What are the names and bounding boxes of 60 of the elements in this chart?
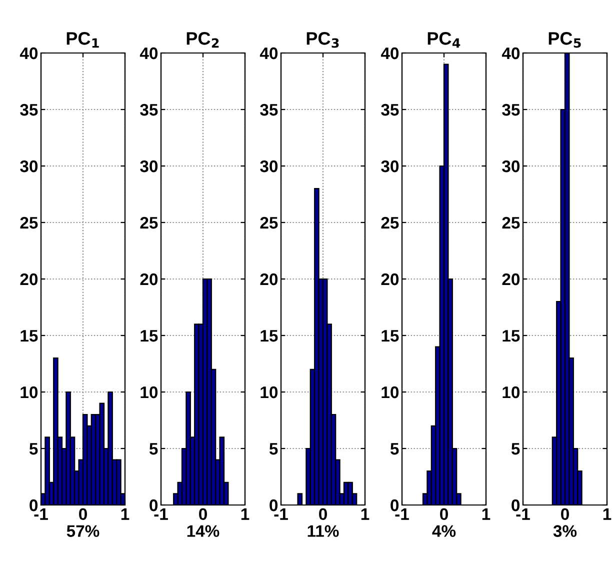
x-axis-title: 11% (308, 525, 339, 537)
y-tick-label: 30 (260, 160, 278, 172)
y-tick-label: 15 (260, 330, 278, 342)
y-tick-label: 5 (511, 443, 520, 455)
y-tick-label: 20 (381, 273, 399, 286)
chart-title: PC$_{5}$ (548, 32, 581, 48)
y-tick-label: 20 (20, 273, 38, 286)
y-tick-label: 35 (260, 104, 278, 116)
y-tick-label: 10 (382, 386, 399, 398)
y-tick-label: 35 (381, 104, 399, 116)
y-tick-label: 10 (140, 386, 158, 398)
x-tick-label: 0 (440, 508, 448, 520)
y-tick-label: 10 (260, 386, 278, 398)
x-tick-label: 1 (482, 508, 490, 520)
y-tick-label: 15 (20, 330, 38, 342)
x-tick-label: 0 (561, 508, 569, 520)
chart-title: PC$_{4}$ (428, 32, 460, 48)
x-axis-title: 4% (432, 525, 456, 537)
y-tick-label: 25 (140, 216, 158, 229)
y-tick-label: 40 (380, 47, 399, 60)
y-tick-label: 25 (260, 216, 278, 229)
x-tick-label: 0 (319, 508, 327, 520)
x-tick-label: 1 (121, 508, 130, 520)
y-tick-label: 35 (502, 104, 520, 116)
y-tick-label: 10 (502, 386, 520, 398)
chart-title: PC$_{1}$ (66, 32, 99, 48)
y-tick-label: 40 (260, 47, 278, 60)
y-tick-label: 25 (381, 216, 399, 229)
y-tick-label: 5 (29, 443, 38, 455)
y-tick-label: 15 (382, 330, 399, 342)
y-tick-label: 30 (140, 160, 158, 172)
y-tick-label: 35 (140, 104, 158, 116)
y-tick-label: 10 (20, 386, 38, 398)
y-tick-label: 40 (502, 47, 520, 60)
y-tick-label: 30 (20, 160, 38, 172)
y-tick-label: 15 (502, 330, 520, 342)
y-tick-label: 20 (260, 273, 278, 286)
y-tick-label: 5 (149, 443, 158, 455)
y-tick-label: 25 (20, 216, 38, 229)
x-axis-title: 3% (553, 525, 577, 537)
x-tick-label: 1 (241, 508, 250, 520)
y-tick-label: 40 (140, 47, 158, 60)
x-tick-label: 0 (199, 508, 207, 520)
y-tick-label: 25 (502, 216, 520, 229)
x-tick-label: 1 (361, 508, 370, 520)
chart-title: PC$_{2}$ (186, 32, 219, 48)
y-tick-label: 5 (269, 443, 278, 455)
x-axis-title: 14% (187, 525, 220, 537)
y-tick-label: 20 (140, 273, 158, 286)
y-tick-label: 5 (390, 443, 399, 455)
y-tick-label: 30 (381, 160, 399, 172)
x-tick-label: 1 (603, 508, 612, 520)
y-tick-label: 35 (20, 104, 38, 116)
y-tick-label: 30 (502, 160, 520, 172)
x-tick-label: 0 (79, 508, 87, 520)
chart-title: PC$_{3}$ (306, 32, 339, 48)
y-tick-label: 20 (502, 273, 520, 286)
y-tick-label: 40 (20, 47, 38, 60)
x-axis-title: 57% (66, 525, 100, 537)
y-tick-label: 15 (140, 330, 158, 342)
